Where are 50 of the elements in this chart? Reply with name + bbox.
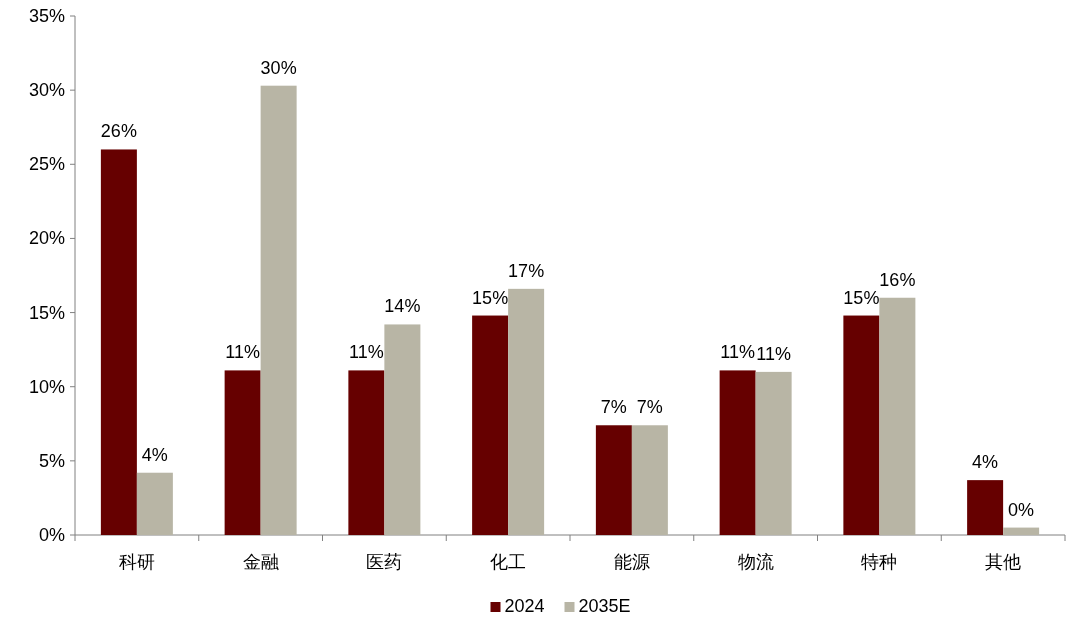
x-tick-label: 医药: [366, 552, 403, 572]
bar: [967, 480, 1004, 535]
y-tick-label: 20%: [28, 228, 65, 249]
data-label: 11%: [720, 342, 755, 363]
data-label: 11%: [756, 343, 791, 364]
bar: [879, 297, 916, 535]
data-label: 11%: [349, 342, 384, 363]
bar: [843, 315, 880, 535]
data-label: 11%: [225, 342, 260, 363]
x-tick-label: 金融: [242, 552, 279, 572]
data-label: 15%: [843, 287, 880, 308]
bar: [260, 85, 297, 535]
x-tick-label: 科研: [118, 552, 155, 572]
bar: [631, 425, 668, 535]
legend-label: 2024: [504, 596, 545, 616]
bar: [1003, 527, 1040, 535]
data-label: 26%: [100, 121, 137, 142]
x-tick-label: 化工: [490, 552, 527, 572]
bar: [472, 315, 509, 535]
data-label: 14%: [384, 296, 421, 317]
x-tick-label: 其他: [985, 552, 1022, 572]
bar: [755, 371, 792, 535]
y-tick-label: 10%: [28, 376, 65, 397]
data-label: 7%: [600, 397, 627, 418]
legend-label: 2035E: [578, 596, 631, 616]
bar: [348, 370, 385, 535]
bar: [100, 149, 137, 535]
data-label: 30%: [260, 57, 297, 78]
data-label: 0%: [1008, 499, 1035, 520]
y-tick-label: 25%: [28, 154, 65, 175]
y-tick-label: 0%: [38, 525, 65, 545]
y-tick-label: 30%: [28, 80, 65, 101]
x-tick-label: 物流: [737, 552, 774, 572]
bar: [224, 370, 261, 535]
x-tick-label: 特种: [861, 552, 898, 572]
y-tick-label: 5%: [38, 450, 65, 471]
data-label: 17%: [508, 260, 545, 281]
bar: [136, 472, 173, 535]
data-label: 4%: [972, 452, 999, 473]
data-label: 4%: [141, 444, 168, 465]
x-tick-label: 能源: [613, 552, 650, 572]
data-label: 16%: [879, 269, 916, 290]
data-label: 7%: [636, 397, 663, 418]
y-tick-label: 15%: [28, 302, 65, 323]
bar: [595, 425, 632, 535]
bar: [384, 324, 421, 535]
data-label: 15%: [472, 287, 509, 308]
bar: [508, 288, 545, 535]
y-tick-label: 35%: [28, 6, 65, 26]
bar: [719, 370, 756, 535]
